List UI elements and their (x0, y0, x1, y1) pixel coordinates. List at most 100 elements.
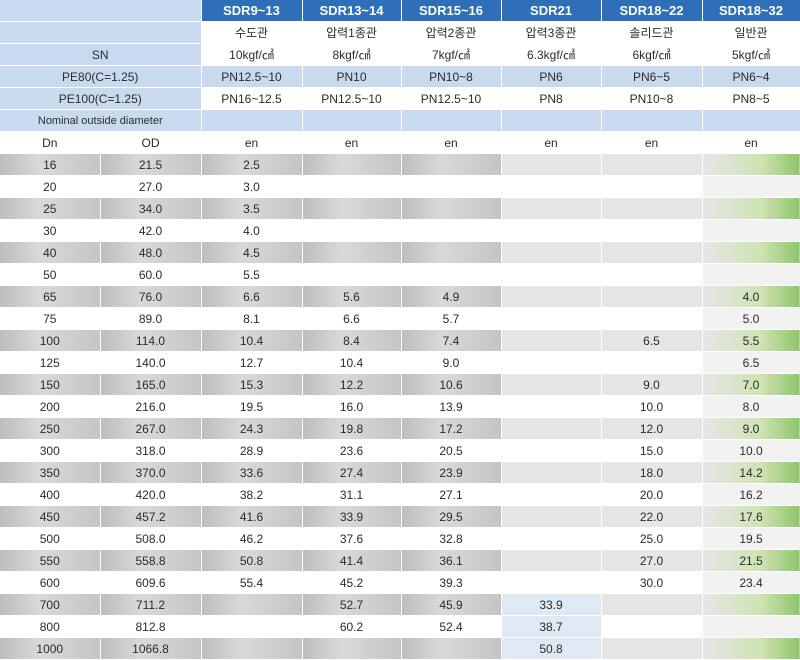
en-value-cell: 4.0 (201, 219, 303, 242)
en-value-cell: 6.6 (201, 285, 303, 308)
en-value-cell (501, 219, 602, 242)
table-row: 600 609.6 55.4 45.2 39.3 30.0 23.4 (0, 571, 800, 594)
header-sdr-cell: SDR13~14 (302, 0, 402, 22)
dn-cell: 40 (0, 241, 101, 264)
en-label: en (401, 131, 502, 154)
en-value-cell (601, 307, 703, 330)
dn-cell: 16 (0, 153, 101, 176)
header-pe80-cell: PN6 (501, 65, 602, 88)
en-value-cell: 10.0 (702, 439, 800, 462)
en-value-cell (302, 219, 402, 242)
dn-cell: 400 (0, 483, 101, 506)
en-value-cell (501, 461, 602, 484)
dn-cell: 150 (0, 373, 101, 396)
header-sn-cell: 5kgf/㎠ (702, 43, 800, 66)
en-label: en (601, 131, 703, 154)
en-value-cell: 50.8 (201, 549, 303, 572)
en-value-cell: 8.4 (302, 329, 402, 352)
en-value-cell (201, 637, 303, 660)
header-row-type: 수도관 압력1종관 압력2종관 압력3종관 솔리드관 일반관 (0, 21, 800, 44)
en-value-cell (302, 241, 402, 264)
en-value-cell (702, 263, 800, 286)
od-cell: 21.5 (100, 153, 202, 176)
en-value-cell: 4.5 (201, 241, 303, 264)
en-value-cell (601, 637, 703, 660)
dn-cell: 250 (0, 417, 101, 440)
en-value-cell: 55.4 (201, 571, 303, 594)
en-value-cell: 3.5 (201, 197, 303, 220)
en-value-cell: 19.8 (302, 417, 402, 440)
dn-cell: 50 (0, 263, 101, 286)
en-value-cell: 29.5 (401, 505, 502, 528)
en-value-cell: 2.5 (201, 153, 303, 176)
en-value-cell (702, 197, 800, 220)
en-value-cell: 20.0 (601, 483, 703, 506)
en-value-cell: 30.0 (601, 571, 703, 594)
table-row: 400 420.0 38.2 31.1 27.1 20.0 16.2 (0, 483, 800, 506)
en-value-cell (702, 593, 800, 616)
header-pe80-cell: PN6~4 (702, 65, 800, 88)
table-row: 65 76.0 6.6 5.6 4.9 4.0 (0, 285, 800, 308)
en-value-cell (501, 483, 602, 506)
en-value-cell (501, 241, 602, 264)
en-value-cell: 8.1 (201, 307, 303, 330)
en-value-cell: 5.6 (302, 285, 402, 308)
header-pe100-cell: PN12.5~10 (401, 87, 502, 110)
en-value-cell (501, 571, 602, 594)
en-value-cell: 17.2 (401, 417, 502, 440)
en-value-cell: 50.8 (501, 637, 602, 660)
od-cell: 89.0 (100, 307, 202, 330)
en-value-cell: 45.2 (302, 571, 402, 594)
dn-cell: 350 (0, 461, 101, 484)
table-row: 40 48.0 4.5 (0, 241, 800, 264)
od-cell: 1066.8 (100, 637, 202, 660)
table-row: 30 42.0 4.0 (0, 219, 800, 242)
en-label: en (201, 131, 303, 154)
en-value-cell (401, 263, 502, 286)
dn-cell: 550 (0, 549, 101, 572)
en-value-cell: 15.3 (201, 373, 303, 396)
header-blank-cell (401, 109, 502, 132)
en-value-cell: 27.0 (601, 549, 703, 572)
en-value-cell: 19.5 (201, 395, 303, 418)
en-value-cell: 8.0 (702, 395, 800, 418)
en-value-cell: 27.1 (401, 483, 502, 506)
od-cell: 609.6 (100, 571, 202, 594)
header-sn-cell: 6kgf/㎠ (601, 43, 703, 66)
en-value-cell: 18.0 (601, 461, 703, 484)
header-blank-cell (302, 109, 402, 132)
en-value-cell: 14.2 (702, 461, 800, 484)
header-sdr-cell: SDR18~32 (702, 0, 800, 22)
od-cell: 457.2 (100, 505, 202, 528)
dn-cell: 65 (0, 285, 101, 308)
sn-label: SN (0, 43, 202, 66)
header-pe80-cell: PN10~8 (401, 65, 502, 88)
en-value-cell: 10.6 (401, 373, 502, 396)
header-blank-cell (0, 0, 202, 22)
en-value-cell (302, 175, 402, 198)
od-label: OD (100, 131, 202, 154)
en-value-cell (601, 219, 703, 242)
header-sn-cell: 10kgf/㎠ (201, 43, 303, 66)
en-value-cell: 39.3 (401, 571, 502, 594)
en-value-cell: 23.4 (702, 571, 800, 594)
header-row-sn: SN 10kgf/㎠ 8kgf/㎠ 7kgf/㎠ 6.3kgf/㎠ 6kgf/㎠… (0, 43, 800, 66)
en-value-cell: 37.6 (302, 527, 402, 550)
dn-cell: 30 (0, 219, 101, 242)
table-row: 800 812.8 60.2 52.4 38.7 (0, 615, 800, 638)
en-value-cell: 9.0 (601, 373, 703, 396)
od-cell: 34.0 (100, 197, 202, 220)
en-value-cell: 9.0 (702, 417, 800, 440)
en-value-cell (501, 549, 602, 572)
header-row-pe80: PE80(C=1.25) PN12.5~10 PN10 PN10~8 PN6 P… (0, 65, 800, 88)
en-value-cell: 9.0 (401, 351, 502, 374)
en-value-cell (501, 307, 602, 330)
dn-cell: 25 (0, 197, 101, 220)
en-value-cell: 27.4 (302, 461, 402, 484)
od-cell: 76.0 (100, 285, 202, 308)
header-pe100-cell: PN16~12.5 (201, 87, 303, 110)
en-value-cell (601, 285, 703, 308)
table-row: 100 114.0 10.4 8.4 7.4 6.5 5.5 (0, 329, 800, 352)
en-value-cell (601, 615, 703, 638)
en-value-cell: 33.9 (501, 593, 602, 616)
